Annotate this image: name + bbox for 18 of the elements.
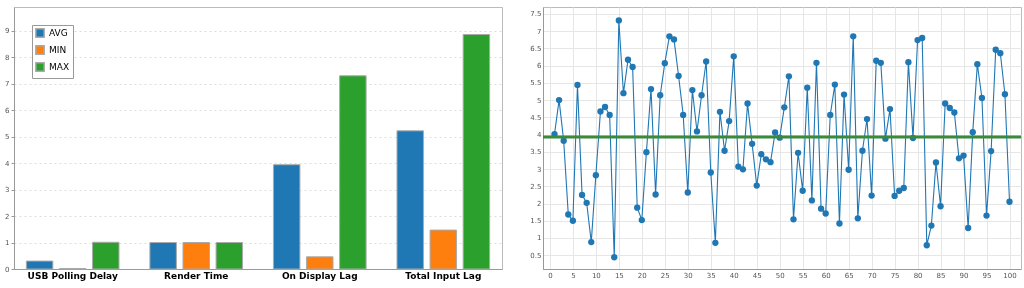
- bar: [182, 242, 210, 270]
- bar: [149, 242, 177, 270]
- bar: [306, 256, 334, 270]
- bar: [339, 75, 367, 270]
- bar: [92, 241, 120, 270]
- bar: [462, 34, 491, 270]
- x-tick-label: USB Polling Delay: [27, 270, 118, 281]
- bar: [272, 164, 301, 270]
- x-tick-label: Render Time: [164, 270, 229, 281]
- legend-label: MAX: [49, 62, 70, 72]
- bar: [215, 242, 244, 270]
- legend-label: AVG: [49, 28, 68, 38]
- legend-label: MIN: [49, 45, 67, 55]
- x-tick-label: On Display Lag: [281, 270, 358, 281]
- bar: [429, 229, 458, 270]
- bar: [25, 260, 54, 270]
- bar: [396, 130, 424, 270]
- x-tick-label: Total Input Lag: [405, 270, 482, 281]
